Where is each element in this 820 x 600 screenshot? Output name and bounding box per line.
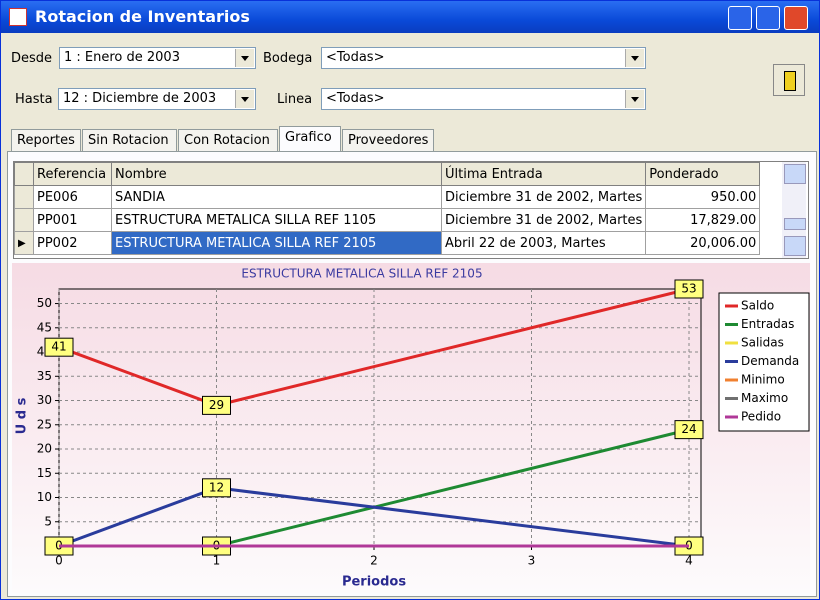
- y-tick-label: 10: [37, 490, 52, 504]
- grid-table: Referencia Nombre Última Entrada Ponderado P…: [14, 162, 761, 255]
- header-row: Referencia Nombre Última Entrada Ponderado: [14, 162, 761, 186]
- table-row[interactable]: PP001 ESTRUCTURA METALICA SILLA REF 1105 D…: [14, 208, 761, 232]
- x-tick-label: 2: [370, 554, 378, 568]
- row-indicator: [14, 185, 34, 209]
- data-label-box: [202, 478, 231, 498]
- data-label: 24: [681, 422, 696, 436]
- legend-label: Saldo: [741, 299, 774, 313]
- data-label: 29: [209, 398, 224, 412]
- data-label: 41: [51, 340, 66, 354]
- table-row[interactable]: ▶ PP002 ESTRUCTURA METALICA SILLA REF 2105…: [14, 231, 761, 255]
- x-tick-label: 0: [55, 554, 63, 568]
- bodega-combo[interactable]: <Todas>: [321, 47, 646, 69]
- column-header[interactable]: Referencia: [33, 162, 112, 186]
- bodega-value: <Todas>: [326, 50, 385, 65]
- column-header[interactable]: Ponderado: [645, 162, 761, 186]
- scroll-up[interactable]: [784, 164, 806, 184]
- table-cell: 20,006.00: [645, 231, 761, 255]
- title-bar: Rotacion de Inventarios: [1, 1, 819, 33]
- linea-value: <Todas>: [326, 91, 385, 106]
- maximize-button[interactable]: [756, 6, 780, 30]
- minimize-button[interactable]: [728, 6, 752, 30]
- table-cell: ESTRUCTURA METALICA SILLA REF 2105: [111, 231, 442, 255]
- combo-arrow[interactable]: [625, 49, 644, 67]
- y-tick-label: 50: [37, 296, 52, 310]
- combo-arrow[interactable]: [235, 90, 254, 108]
- y-tick-label: 45: [37, 320, 52, 334]
- table-cell: 950.00: [645, 185, 761, 209]
- column-header[interactable]: Nombre: [111, 162, 442, 186]
- scroll-down[interactable]: [784, 236, 806, 256]
- x-tick-label: 1: [213, 554, 221, 568]
- table-cell: Abril 22 de 2003, Martes: [440, 231, 647, 255]
- grid: Referencia Nombre Última Entrada Ponderado P…: [13, 161, 809, 259]
- exit-button[interactable]: [773, 64, 805, 96]
- window-title: Rotacion de Inventarios: [35, 7, 250, 26]
- combo-arrow[interactable]: [235, 49, 254, 67]
- close-button[interactable]: [784, 6, 808, 30]
- tab[interactable]: Grafico: [279, 126, 341, 152]
- data-label: 12: [209, 480, 224, 494]
- row-indicator: [14, 208, 34, 232]
- linea-combo[interactable]: <Todas>: [321, 88, 646, 110]
- table-cell: Diciembre 31 de 2002, Martes: [440, 208, 647, 232]
- bodega-label: Bodega: [263, 51, 313, 66]
- data-label-box: [674, 420, 704, 440]
- table-cell: PP002: [33, 231, 112, 255]
- row-indicator: [14, 162, 34, 186]
- table-cell: PE006: [33, 185, 112, 209]
- column-header[interactable]: Última Entrada: [440, 162, 647, 186]
- legend-label: Demanda: [741, 354, 799, 368]
- data-label-box: [674, 279, 704, 299]
- y-tick-label: 5: [44, 514, 52, 528]
- legend-label: Maximo: [741, 391, 788, 405]
- table-row[interactable]: PE006 SANDIA Diciembre 31 de 2002, Martes 9…: [14, 185, 761, 209]
- legend-label: Salidas: [741, 336, 784, 350]
- y-axis-label: U d s: [15, 397, 30, 434]
- data-label: 53: [681, 282, 696, 296]
- y-tick-label: 35: [37, 369, 52, 383]
- combo-arrow[interactable]: [625, 90, 644, 108]
- legend-label: Pedido: [741, 410, 781, 424]
- exit-icon: [784, 71, 796, 91]
- desde-value: 1 : Enero de 2003: [64, 50, 180, 65]
- desde-combo[interactable]: 1 : Enero de 2003: [59, 47, 256, 69]
- linea-label: Linea: [277, 92, 313, 107]
- hasta-value: 12 : Diciembre de 2003: [63, 91, 217, 106]
- tab[interactable]: Con Rotacion: [178, 129, 278, 151]
- app-icon: [9, 8, 27, 26]
- x-tick-label: 4: [685, 554, 693, 568]
- hasta-combo[interactable]: 12 : Diciembre de 2003: [58, 88, 256, 110]
- legend-label: Entradas: [741, 317, 794, 331]
- table-cell: SANDIA: [111, 185, 442, 209]
- table-cell: ESTRUCTURA METALICA SILLA REF 1105: [111, 208, 442, 232]
- data-label-box: [202, 395, 231, 415]
- hasta-label: Hasta: [15, 92, 53, 107]
- legend-label: Minimo: [741, 373, 785, 387]
- table-cell: 17,829.00: [645, 208, 761, 232]
- tab[interactable]: Reportes: [11, 129, 81, 151]
- y-tick-label: 20: [37, 442, 52, 456]
- tab[interactable]: Sin Rotacion: [82, 129, 177, 151]
- scroll-thumb[interactable]: [784, 218, 806, 230]
- x-tick-label: 3: [528, 554, 536, 568]
- y-tick-label: 25: [37, 417, 52, 431]
- row-indicator: ▶: [14, 231, 34, 255]
- chart-title: ESTRUCTURA METALICA SILLA REF 2105: [241, 267, 482, 281]
- table-cell: Diciembre 31 de 2002, Martes: [440, 185, 647, 209]
- scrollbar[interactable]: [782, 162, 806, 258]
- tab[interactable]: Proveedores: [342, 129, 434, 151]
- desde-label: Desde: [11, 51, 53, 66]
- y-tick-label: 15: [37, 466, 52, 480]
- table-cell: PP001: [33, 208, 112, 232]
- data-label-box: [44, 337, 74, 357]
- x-axis-label: Periodos: [342, 575, 406, 590]
- chart: ESTRUCTURA METALICA SILLA REF 2105 Perio…: [12, 263, 810, 593]
- y-tick-label: 30: [37, 393, 52, 407]
